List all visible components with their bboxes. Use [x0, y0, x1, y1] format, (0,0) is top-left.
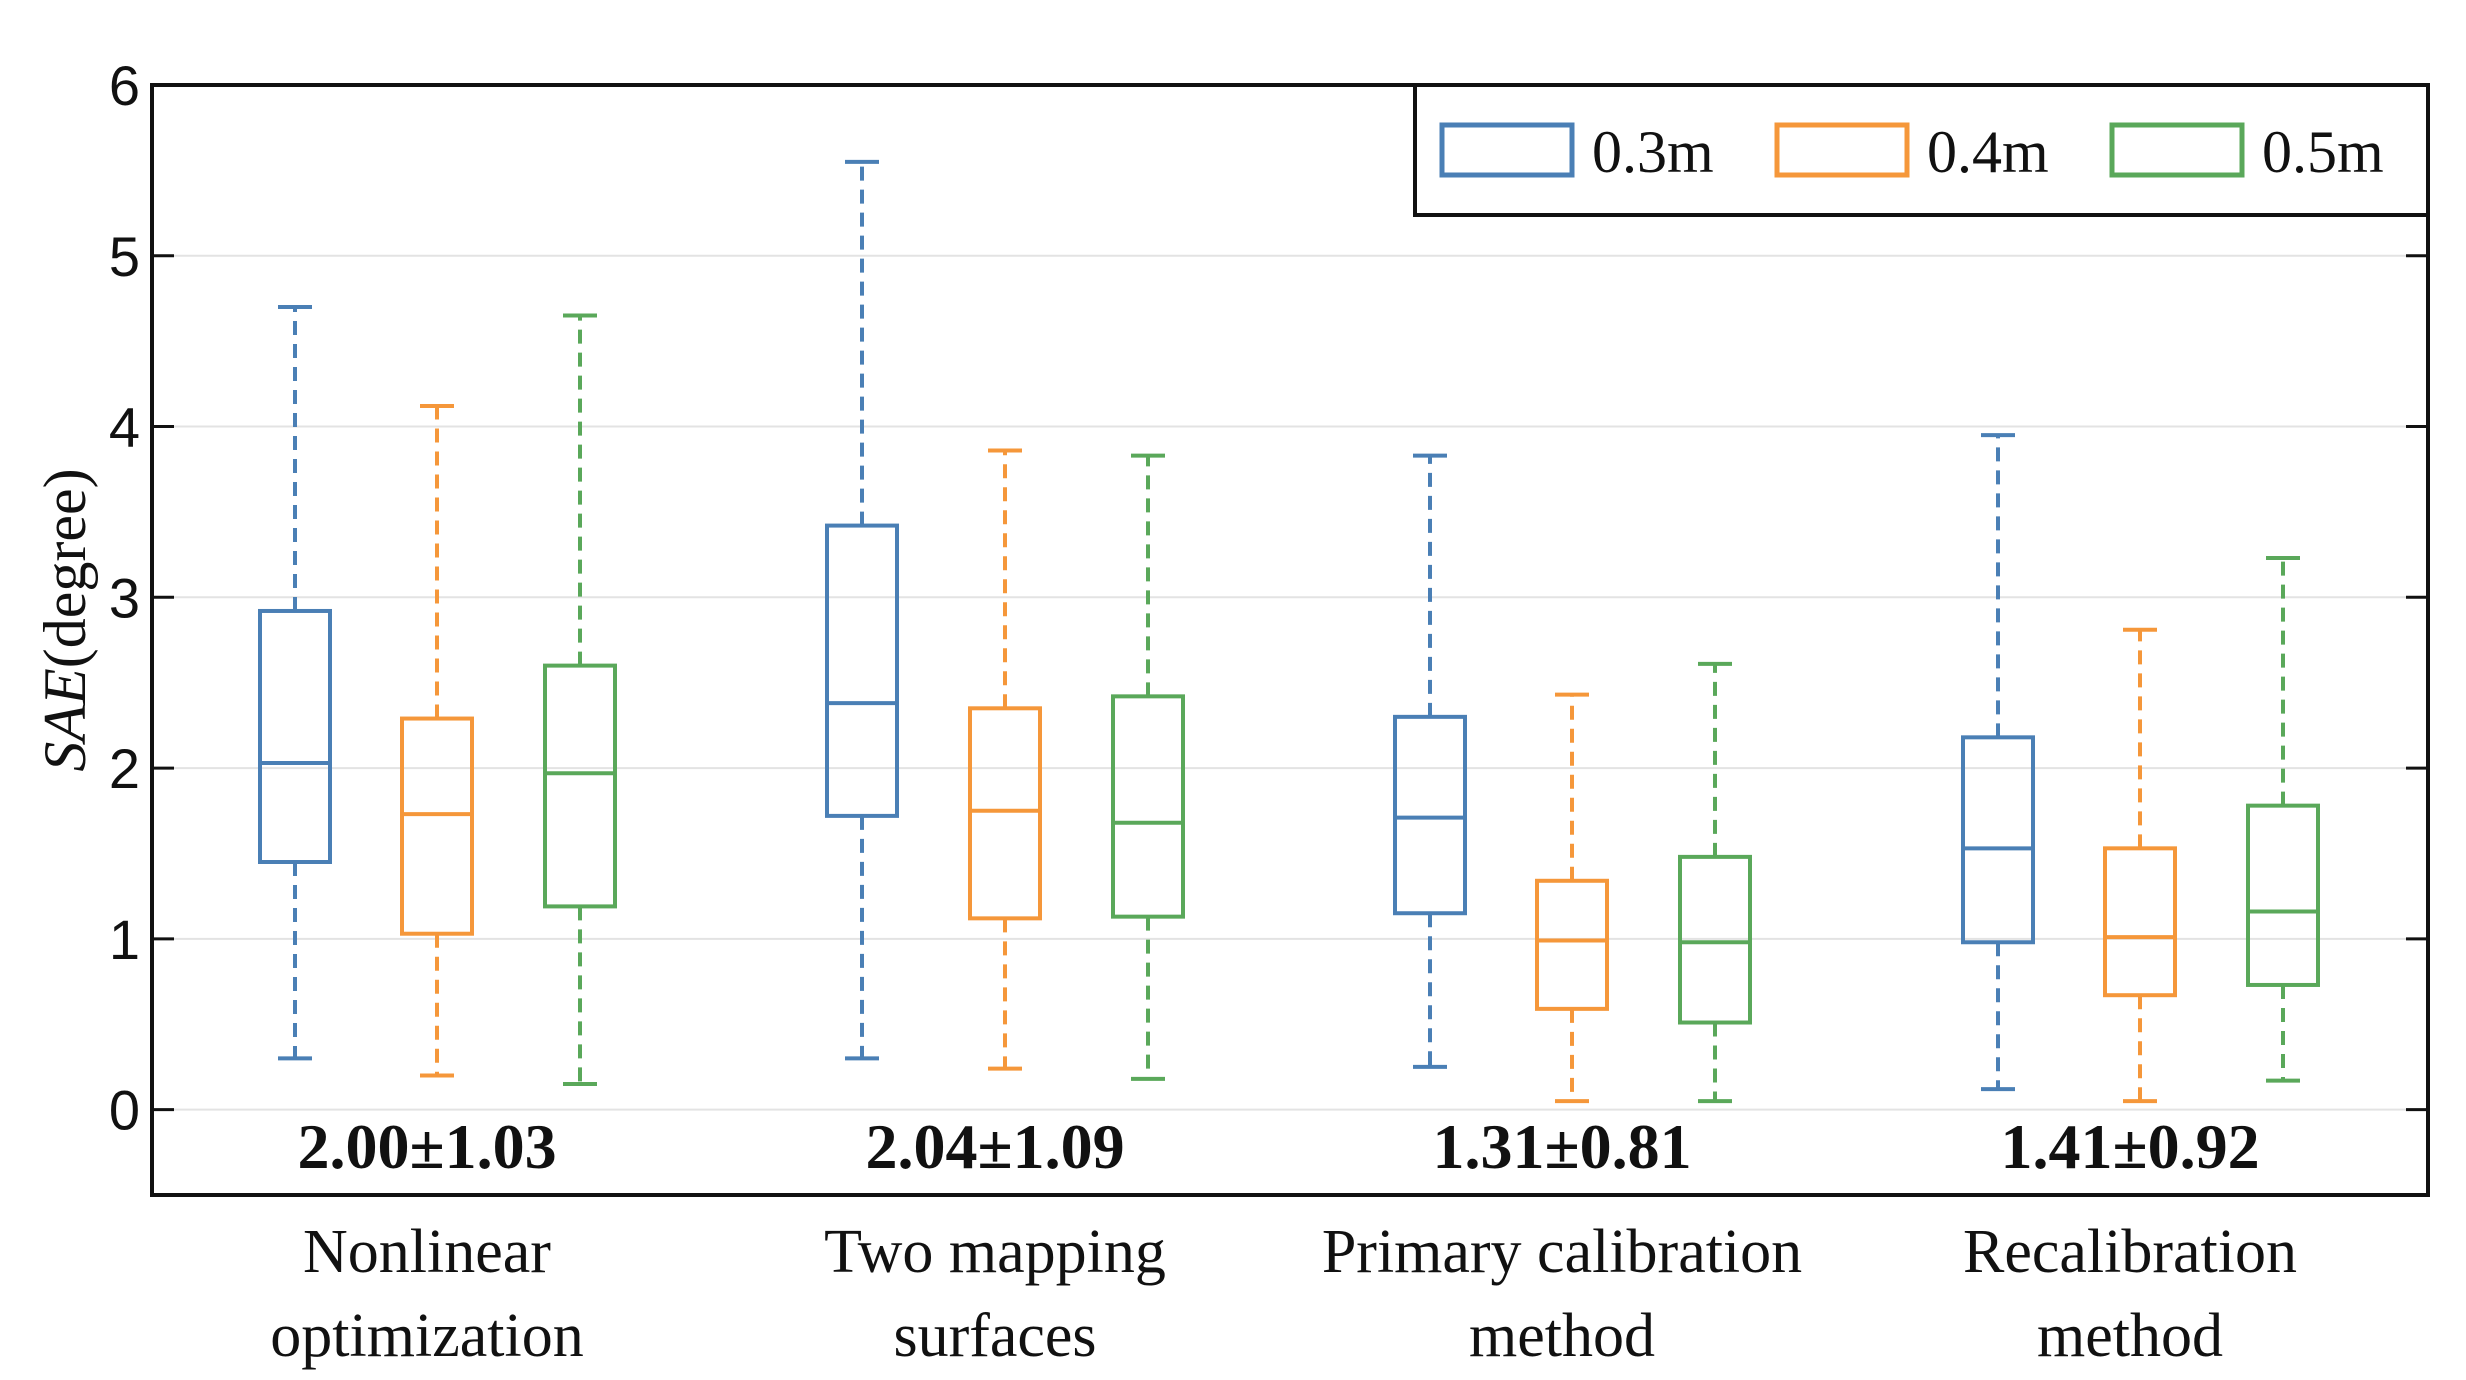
iqr-box	[400, 716, 474, 936]
y-tick-label: 0	[109, 1079, 140, 1142]
iqr-box	[258, 608, 332, 864]
y-tick-label: 3	[109, 566, 140, 629]
category-label-line1: Recalibration	[1963, 1218, 2297, 1286]
category-label-line1: Nonlinear	[303, 1218, 551, 1286]
iqr-box	[2103, 846, 2177, 998]
iqr-box	[543, 663, 617, 909]
y-tick-label: 1	[109, 908, 140, 971]
legend: 0.3m 0.4m 0.5m	[1413, 83, 2430, 217]
iqr-box	[2246, 803, 2320, 987]
box-0.3m-3	[1393, 453, 1467, 1069]
y-tick-label: 6	[109, 54, 140, 117]
iqr-box	[1111, 694, 1185, 919]
box-0.3m-4	[1961, 433, 2035, 1092]
category-label-line2: method	[1469, 1302, 1655, 1370]
box-0.4m-2	[968, 448, 1042, 1071]
y-tick-label: 4	[109, 396, 140, 459]
legend-label-0.5m: 0.5m	[2262, 119, 2384, 185]
category-annotation: 2.04±1.09	[865, 1111, 1124, 1182]
box-0.5m-4	[2246, 556, 2320, 1083]
legend-swatch-0.4m	[1774, 122, 1910, 178]
y-tick-label: 5	[109, 225, 140, 288]
box-0.5m-2	[1111, 453, 1185, 1081]
legend-box	[1413, 83, 2430, 217]
legend-label-0.3m: 0.3m	[1592, 119, 1714, 185]
category-annotation: 2.00±1.03	[297, 1111, 556, 1182]
iqr-box	[1678, 854, 1752, 1025]
iqr-box	[1393, 714, 1467, 916]
category-label-line2: surfaces	[893, 1302, 1096, 1370]
iqr-box	[1535, 878, 1609, 1011]
y-axis-label-unit: (degree)	[32, 468, 98, 668]
category-label-line2: optimization	[270, 1302, 583, 1370]
annotations-layer: 2.00±1.03 2.04±1.09 1.31±0.81 1.41±0.92	[297, 1111, 2259, 1182]
y-axis-label-italic: SAE	[32, 668, 98, 771]
category-annotation: 1.31±0.81	[1432, 1111, 1691, 1182]
boxes-layer	[258, 159, 2320, 1104]
y-tick-label: 2	[109, 737, 140, 800]
gridlines	[152, 254, 2428, 1111]
plot-frame	[150, 83, 2430, 1197]
iqr-box	[1961, 735, 2035, 945]
iqr-box	[968, 706, 1042, 921]
box-0.3m-2	[825, 159, 899, 1061]
box-0.4m-1	[400, 404, 474, 1078]
legend-swatch-0.5m	[2109, 122, 2245, 178]
category-annotation: 1.41±0.92	[2000, 1111, 2259, 1182]
box-0.4m-3	[1535, 692, 1609, 1104]
box-0.5m-1	[543, 313, 617, 1086]
category-label-line1: Primary calibration	[1322, 1218, 1802, 1286]
y-axis-ticks: 0 1 2 3 4 5 6	[109, 54, 2428, 1142]
y-axis-label: SAE(degree)	[32, 468, 98, 771]
box-0.3m-1	[258, 305, 332, 1061]
category-label-line2: method	[2037, 1302, 2223, 1370]
box-0.5m-3	[1678, 661, 1752, 1104]
box-0.4m-4	[2103, 627, 2177, 1104]
iqr-box	[825, 523, 899, 818]
x-axis-category-labels: Nonlinear optimization Two mapping surfaces…	[270, 1218, 2297, 1370]
category-label-line1: Two mapping	[824, 1218, 1166, 1286]
legend-label-0.4m: 0.4m	[1927, 119, 2049, 185]
legend-swatch-0.3m	[1439, 122, 1575, 178]
